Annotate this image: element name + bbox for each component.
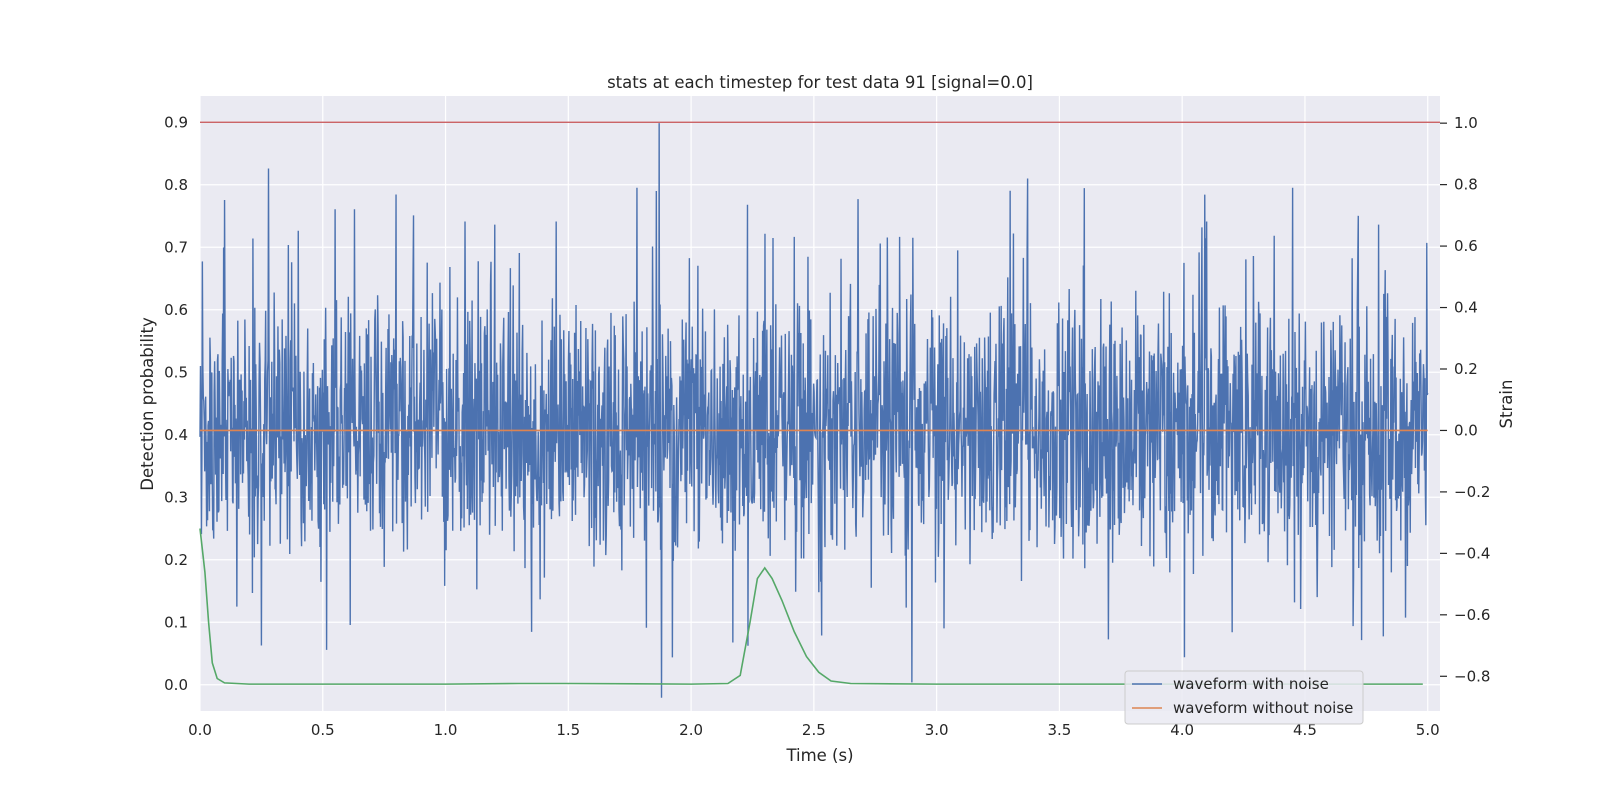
y-right-tick-label: −0.8 (1454, 667, 1490, 685)
y-right-tick-label: 0.4 (1454, 299, 1478, 317)
y-right-tick-label: 0.0 (1454, 421, 1478, 439)
legend-label-waveform-without-noise: waveform without noise (1173, 699, 1353, 717)
y-left-axis-label: Detection probability (138, 317, 157, 491)
y-left-tick-label: 0.1 (164, 613, 188, 631)
x-tick-label: 4.5 (1293, 721, 1317, 739)
x-tick-label: 4.0 (1170, 721, 1194, 739)
y-right-tick-label: −0.2 (1454, 483, 1490, 501)
y-right-axis-ticks: −0.8 −0.6 −0.4 −0.2 0.0 0.2 0.4 0.6 0.8 1.0 (1440, 114, 1490, 685)
line-detection-probability (199, 528, 1423, 685)
y-left-tick-label: 0.4 (164, 426, 188, 444)
x-tick-label: 3.5 (1047, 721, 1071, 739)
y-left-tick-label: 0.2 (164, 551, 188, 569)
chart-title: stats at each timestep for test data 91 … (607, 73, 1033, 92)
y-left-tick-label: 0.5 (164, 363, 188, 381)
y-left-axis-ticks: 0.0 0.1 0.2 0.3 0.4 0.5 0.6 0.7 0.8 0.9 (164, 113, 188, 694)
y-right-tick-label: 0.6 (1454, 237, 1478, 255)
y-left-tick-label: 0.6 (164, 301, 188, 319)
series-waveform-with-noise (199, 123, 1429, 698)
x-axis-ticks: 0.0 0.5 1.0 1.5 2.0 2.5 3.0 3.5 4.0 4.5 5.0 (188, 721, 1440, 739)
legend-box (1124, 670, 1364, 725)
y-right-tick-label: 0.2 (1454, 360, 1478, 378)
y-left-tick-label: 0.7 (164, 238, 188, 256)
x-tick-label: 2.0 (679, 721, 703, 739)
y-right-tick-label: 0.8 (1454, 176, 1478, 194)
y-right-tick-label: 1.0 (1454, 114, 1478, 132)
y-right-tick-label: −0.6 (1454, 606, 1490, 624)
line-waveform-with-noise (199, 123, 1429, 698)
x-tick-label: 0.0 (188, 721, 212, 739)
y-right-tick-label: −0.4 (1454, 544, 1490, 562)
legend: waveform with noise waveform without noi… (1124, 670, 1364, 725)
x-tick-label: 2.5 (802, 721, 826, 739)
x-tick-label: 3.0 (925, 721, 949, 739)
series-detection-probability (199, 528, 1423, 685)
y-right-axis-label: Strain (1497, 380, 1516, 429)
x-axis-label: Time (s) (785, 746, 853, 765)
legend-label-waveform-with-noise: waveform with noise (1173, 675, 1329, 693)
x-tick-label: 1.0 (434, 721, 458, 739)
x-tick-label: 1.5 (556, 721, 580, 739)
x-tick-label: 5.0 (1416, 721, 1440, 739)
y-left-tick-label: 0.9 (164, 113, 188, 131)
y-left-tick-label: 0.8 (164, 176, 188, 194)
x-tick-label: 0.5 (311, 721, 335, 739)
y-left-tick-label: 0.3 (164, 488, 188, 506)
y-left-tick-label: 0.0 (164, 676, 188, 694)
